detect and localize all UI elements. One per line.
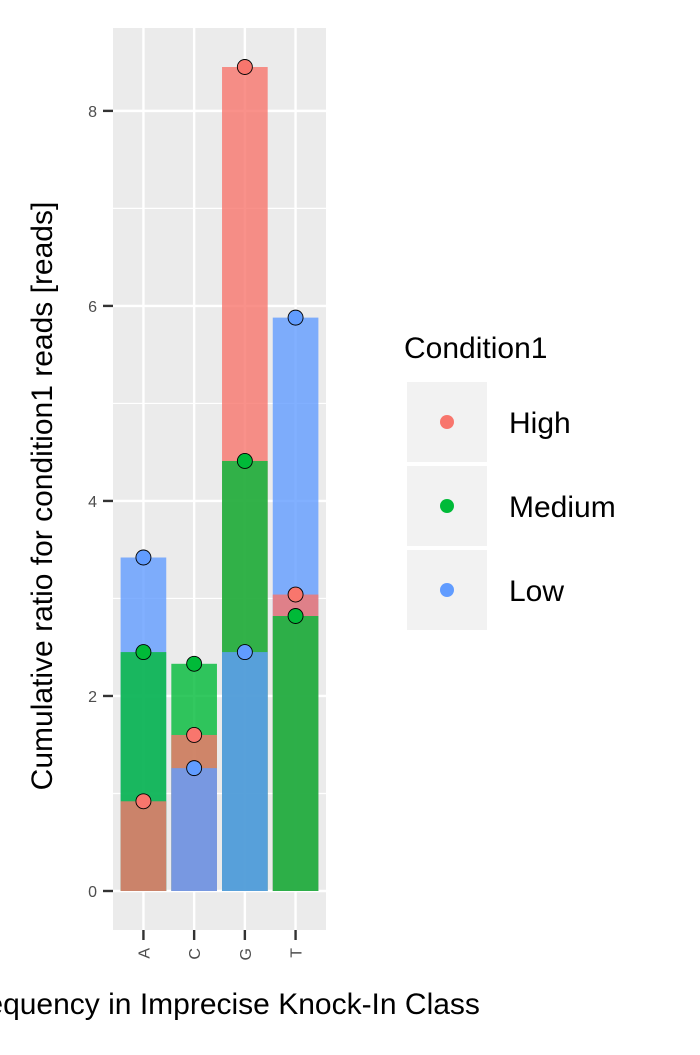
point-C-high [186, 727, 203, 743]
x-tick-label: T [289, 948, 306, 958]
y-tick-label: 0 [88, 884, 97, 901]
legend: Condition1 High Medium Low [404, 332, 616, 630]
point-G-high [236, 59, 253, 75]
point-G-medium [236, 453, 253, 469]
x-tick-label: C [187, 948, 204, 960]
legend-swatch-low [440, 583, 454, 597]
bar-A-high [120, 801, 167, 891]
legend-items: High Medium Low [407, 382, 616, 630]
legend-swatch-medium [440, 499, 454, 513]
point-C-low [186, 760, 203, 777]
y-tick-label: 8 [88, 104, 97, 121]
y-tick-label: 2 [88, 689, 97, 706]
point-layer [135, 59, 304, 810]
x-tick-label: A [136, 948, 153, 959]
point-T-low [287, 309, 304, 326]
legend-swatch-high [440, 415, 454, 429]
point-C-medium [186, 655, 203, 672]
y-axis-title: Cumulative ratio for condition1 reads [r… [26, 202, 59, 791]
bar-C-low [171, 768, 217, 891]
y-tick-label: 4 [88, 494, 97, 511]
legend-label-medium: Medium [509, 491, 616, 524]
x-tick-label: G [238, 948, 255, 960]
legend-title: Condition1 [404, 332, 547, 365]
point-A-high [135, 793, 152, 810]
bar-T-medium [272, 616, 319, 891]
legend-label-high: High [509, 407, 571, 440]
y-tick-label: 6 [88, 299, 97, 316]
point-G-low [236, 644, 253, 661]
point-A-medium [135, 644, 152, 661]
bar-G-low [222, 652, 268, 891]
point-T-high [287, 586, 304, 603]
bar-layer [120, 67, 319, 891]
legend-label-low: Low [509, 575, 564, 608]
point-A-low [135, 549, 152, 566]
x-axis-title: Frequency in Imprecise Knock-In Class [0, 988, 480, 1021]
point-T-medium [287, 608, 304, 624]
axis-layer: 0 2 4 6 8 A C G T [88, 104, 305, 961]
